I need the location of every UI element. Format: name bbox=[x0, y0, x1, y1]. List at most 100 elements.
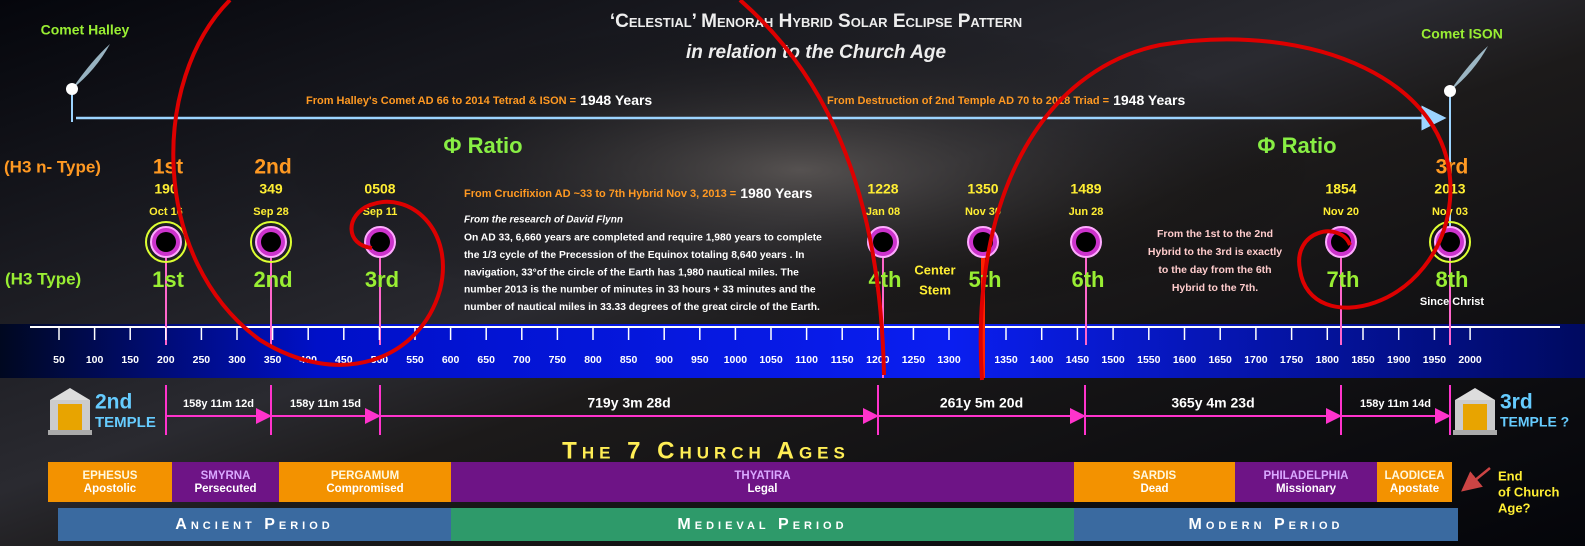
eclipse-note: Since Christ bbox=[1420, 296, 1485, 308]
hybrid-note: to the day from the 6th bbox=[1158, 264, 1271, 276]
axis-label: 1150 bbox=[831, 354, 854, 366]
church-name: SMYRNA bbox=[201, 470, 251, 482]
eclipse-label: 6th bbox=[1072, 267, 1105, 292]
infographic: ‘Celestial’ Menorah Hybrid Solar Eclipse… bbox=[0, 0, 1585, 546]
row-label: (H3 n- Type) bbox=[4, 157, 101, 176]
phi-label: Φ Ratio bbox=[1257, 133, 1336, 158]
row-label: (H3 Type) bbox=[5, 269, 81, 288]
axis-label: 100 bbox=[86, 354, 104, 366]
period-label: Modern Period bbox=[1188, 516, 1343, 533]
axis-label: 1650 bbox=[1209, 354, 1233, 366]
eclipse-label: 3rd bbox=[365, 267, 399, 292]
page: ‘Celestial’ Menorah Hybrid Solar Eclipse… bbox=[0, 0, 1585, 546]
span-desc: From Crucifixion AD ~33 to 7th Hybrid No… bbox=[464, 188, 736, 200]
axis-label: 1300 bbox=[937, 354, 961, 366]
interval-label: 365y 4m 23d bbox=[1171, 395, 1254, 411]
n-type-label: 2nd bbox=[254, 156, 291, 179]
axis-label: 600 bbox=[442, 354, 460, 366]
axis-label: 1450 bbox=[1066, 354, 1090, 366]
axis-label: 1050 bbox=[759, 354, 783, 366]
church-sub: Dead bbox=[1140, 483, 1168, 495]
axis-label: 1500 bbox=[1101, 354, 1125, 366]
axis-label: 1550 bbox=[1137, 354, 1161, 366]
axis-label: 250 bbox=[193, 354, 211, 366]
axis-label: 900 bbox=[655, 354, 673, 366]
eclipse-label: 8th bbox=[1436, 267, 1469, 292]
axis-label: 850 bbox=[620, 354, 638, 366]
axis-label: 150 bbox=[121, 354, 139, 366]
end-note: of Church bbox=[1498, 484, 1559, 499]
church-sub: Apostate bbox=[1390, 483, 1439, 495]
research-line: number of nautical miles in 33.33 degree… bbox=[464, 302, 820, 313]
comet bbox=[66, 83, 78, 95]
axis-label: 1750 bbox=[1280, 354, 1304, 366]
end-note: End bbox=[1498, 468, 1523, 483]
church-sub: Apostolic bbox=[84, 483, 137, 495]
center-stem: Center bbox=[914, 262, 955, 277]
interval-label: 719y 3m 28d bbox=[587, 395, 670, 411]
axis-label: 1950 bbox=[1423, 354, 1447, 366]
n-type-label: 3rd bbox=[1436, 156, 1469, 179]
research-line: number 2013 is the number of minutes in … bbox=[464, 285, 816, 296]
phi-label: Φ Ratio bbox=[443, 133, 522, 158]
research-line: On AD 33, 6,660 years are completed and … bbox=[464, 233, 822, 244]
axis-label: 1100 bbox=[795, 354, 818, 366]
subtitle: in relation to the Church Age bbox=[686, 42, 946, 63]
temple-label: TEMPLE bbox=[95, 414, 156, 431]
interval-label: 158y 11m 14d bbox=[1360, 398, 1431, 410]
axis-label: 1400 bbox=[1030, 354, 1054, 366]
title: ‘Celestial’ Menorah Hybrid Solar Eclipse… bbox=[610, 11, 1022, 32]
eclipse-date: Sep 28 bbox=[253, 206, 288, 218]
eclipse-year: 349 bbox=[259, 181, 283, 197]
interval-label: 158y 11m 15d bbox=[290, 398, 361, 410]
church-name: PERGAMUM bbox=[331, 470, 399, 482]
span-years: 1948 Years bbox=[1113, 92, 1185, 108]
axis-label: 350 bbox=[264, 354, 282, 366]
span-text: From Destruction of 2nd Temple AD 70 to … bbox=[827, 92, 1185, 108]
span-years: 1948 Years bbox=[580, 92, 652, 108]
interval-label: 261y 5m 20d bbox=[940, 395, 1023, 411]
comet bbox=[1444, 85, 1456, 97]
axis-label: 1900 bbox=[1387, 354, 1411, 366]
comet-label: Comet ISON bbox=[1421, 26, 1503, 42]
axis-label: 1200 bbox=[866, 354, 890, 366]
hybrid-note: Hybrid to the 3rd is exactly bbox=[1148, 246, 1282, 258]
axis-label: 300 bbox=[228, 354, 246, 366]
eclipse-date: Nov 20 bbox=[1323, 206, 1359, 218]
axis-label: 950 bbox=[691, 354, 709, 366]
axis-label: 2000 bbox=[1458, 354, 1482, 366]
interval-label: 158y 11m 12d bbox=[183, 398, 254, 410]
eclipse-year: 1854 bbox=[1325, 181, 1356, 197]
temple-label: TEMPLE ? bbox=[1500, 414, 1569, 430]
eclipse-date: Jan 08 bbox=[866, 206, 900, 218]
temple-ordinal: 3rd bbox=[1500, 391, 1533, 414]
eclipse-date: Jun 28 bbox=[1069, 206, 1104, 218]
span-desc: From Halley's Comet AD 66 to 2014 Tetrad… bbox=[306, 95, 576, 107]
eclipse-year: 0508 bbox=[364, 181, 395, 197]
axis-label: 1850 bbox=[1351, 354, 1375, 366]
church-sub: Legal bbox=[747, 483, 777, 495]
comet-label: Comet Halley bbox=[41, 22, 130, 38]
span-years: 1980 Years bbox=[740, 185, 812, 201]
church-name: SARDIS bbox=[1133, 470, 1177, 482]
axis-label: 1350 bbox=[994, 354, 1018, 366]
church-name: EPHESUS bbox=[83, 470, 138, 482]
church-sub: Persecuted bbox=[194, 483, 256, 495]
axis-label: 50 bbox=[53, 354, 65, 366]
center-stem: Stem bbox=[919, 282, 951, 297]
axis-label: 650 bbox=[477, 354, 495, 366]
eclipse-core bbox=[156, 232, 176, 252]
period-label: Ancient Period bbox=[175, 516, 333, 533]
n-type-label: 1st bbox=[153, 156, 183, 179]
eclipse-year: 1350 bbox=[967, 181, 998, 197]
hybrid-note: Hybrid to the 7th. bbox=[1172, 282, 1258, 294]
axis-label: 750 bbox=[549, 354, 567, 366]
axis-label: 1000 bbox=[724, 354, 748, 366]
church-ages-title: The 7 Church Ages bbox=[562, 437, 850, 464]
eclipse-core bbox=[1076, 232, 1096, 252]
church-name: LAODICEA bbox=[1384, 470, 1444, 482]
span-text: From Crucifixion AD ~33 to 7th Hybrid No… bbox=[464, 185, 813, 201]
eclipse-label: 4th bbox=[869, 267, 902, 292]
axis-label: 800 bbox=[584, 354, 602, 366]
axis-label: 200 bbox=[157, 354, 175, 366]
